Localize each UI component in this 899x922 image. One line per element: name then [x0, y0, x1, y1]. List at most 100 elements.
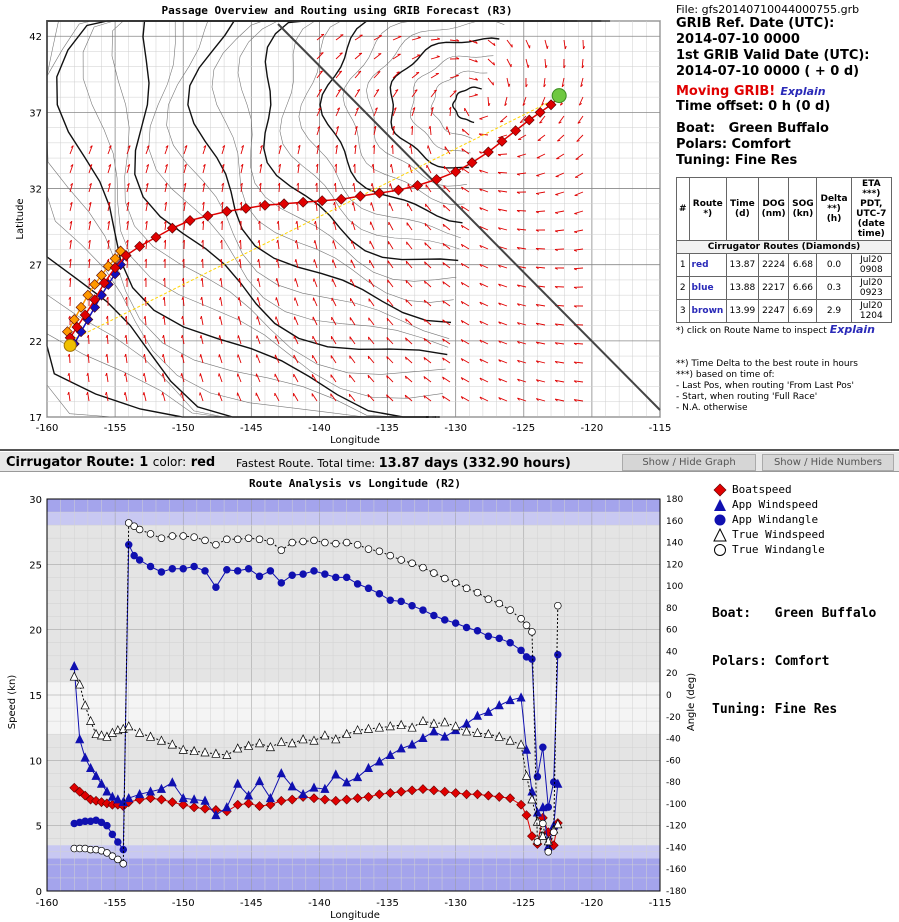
wind-arrow-head: [256, 297, 259, 301]
wind-arrow-head: [297, 144, 301, 148]
wind-arrow-head: [405, 337, 407, 341]
windspeed-point: [75, 734, 85, 744]
boatspeed-point: [407, 785, 417, 796]
wind-arrow: [557, 134, 565, 142]
wind-arrow-head: [218, 373, 220, 377]
cell: brown: [688, 299, 727, 323]
wind-arrow: [367, 394, 375, 402]
wind-arrow-head: [372, 144, 375, 148]
windangle-point: [430, 569, 438, 577]
wind-arrow-head: [539, 121, 543, 124]
wind-arrow: [312, 335, 318, 345]
wind-arrow: [316, 163, 319, 174]
wind-arrow: [442, 281, 451, 288]
wind-arrow: [144, 354, 147, 364]
wind-arrow-head: [143, 334, 146, 339]
legend-item: App Windspeed: [712, 497, 825, 512]
wind-arrow-head: [574, 213, 578, 215]
y-tick-label: 22: [29, 337, 42, 348]
wind-arrow: [278, 145, 282, 155]
boatspeed-point: [494, 791, 505, 802]
windspeed-point: [80, 700, 90, 710]
wind-arrow-head: [105, 372, 108, 377]
wind-arrow-head: [218, 354, 220, 358]
wind-arrow: [442, 376, 451, 383]
wind-arrow: [316, 52, 324, 60]
route-link-red[interactable]: red: [691, 260, 709, 270]
wind-arrow: [125, 315, 128, 326]
wind-arrow-head: [522, 103, 526, 106]
wind-arrow-head: [564, 45, 567, 50]
routes-table: # Route *) Time (d) DOG (nm) SOG (kn) De…: [676, 177, 893, 323]
wind-arrow-head: [313, 240, 316, 244]
wind-arrow: [258, 259, 261, 269]
wind-arrow: [392, 36, 402, 41]
wind-arrow-head: [165, 164, 168, 167]
boatspeed-point: [428, 785, 439, 796]
wind-arrow: [429, 125, 432, 136]
wind-arrow-head: [145, 201, 149, 205]
windspeed-point: [135, 789, 145, 799]
wind-arrow-head: [162, 315, 165, 320]
wind-arrow: [479, 207, 489, 212]
wind-arrow-head: [497, 154, 501, 157]
wind-arrow-head: [376, 89, 380, 92]
wind-arrow: [442, 223, 451, 231]
windangle-point: [419, 606, 427, 614]
boatspeed-point: [461, 789, 472, 800]
route-marker-red: [545, 99, 557, 111]
show-hide-graph-button[interactable]: Show / Hide Graph: [622, 454, 756, 471]
boatspeed-point: [439, 786, 450, 797]
wind-arrow-head: [183, 164, 187, 167]
wind-arrow: [487, 39, 496, 47]
bottom-plot-area[interactable]: [46, 498, 661, 892]
wind-arrow-head: [461, 205, 464, 210]
wind-arrow: [258, 239, 261, 250]
first-valid-value: 2014-07-10 0000 ( + 0 d): [676, 64, 860, 79]
wind-arrow: [525, 58, 529, 68]
wind-arrow: [443, 165, 451, 174]
wind-arrow: [461, 205, 470, 212]
wind-arrow: [330, 336, 337, 345]
y2-tick-label: 60: [666, 626, 678, 636]
wind-arrow-head: [125, 296, 128, 300]
wind-arrow-head: [220, 239, 223, 243]
wind-arrow-head: [201, 239, 204, 243]
wind-arrow: [367, 374, 375, 383]
explain-link-2[interactable]: Explain: [829, 323, 875, 336]
route-marker-red: [523, 114, 535, 126]
route-marker-red: [89, 294, 101, 306]
wind-arrow-head: [162, 296, 165, 300]
wind-arrow: [392, 107, 397, 117]
y-tick-label: 5: [36, 822, 42, 833]
y-tick-label: 20: [29, 626, 42, 637]
bottom-y2-axis-label: Angle (deg): [686, 673, 697, 731]
y-tick-label: 37: [29, 108, 42, 119]
wind-arrow-head: [516, 191, 520, 194]
wind-arrow-head: [367, 375, 370, 379]
wind-arrow-head: [516, 173, 521, 176]
y2-tick-label: 40: [666, 647, 678, 657]
route-link-brown[interactable]: brown: [691, 306, 724, 316]
show-hide-numbers-button[interactable]: Show / Hide Numbers: [762, 454, 894, 471]
route-color: red: [190, 455, 216, 470]
wind-arrow: [218, 373, 223, 383]
rhumb-line: [69, 96, 560, 342]
wind-arrow-head: [180, 335, 183, 339]
wind-arrow: [69, 202, 73, 212]
wind-arrow: [88, 221, 92, 231]
wind-arrow: [335, 145, 338, 155]
wind-arrow: [330, 374, 337, 383]
wind-arrow-head: [517, 156, 521, 158]
wind-arrow: [354, 34, 363, 41]
route-link-blue[interactable]: blue: [691, 283, 714, 293]
wind-arrow: [200, 316, 204, 326]
wind-arrow-head: [199, 335, 202, 339]
wind-arrow-head: [405, 299, 407, 303]
explain-link[interactable]: Explain: [780, 85, 826, 98]
route-marker-red: [482, 146, 494, 158]
legend-label: Boatspeed: [732, 483, 792, 496]
windspeed-point: [189, 794, 199, 804]
wind-arrow-head: [275, 259, 278, 263]
wind-arrow-head: [107, 239, 110, 243]
